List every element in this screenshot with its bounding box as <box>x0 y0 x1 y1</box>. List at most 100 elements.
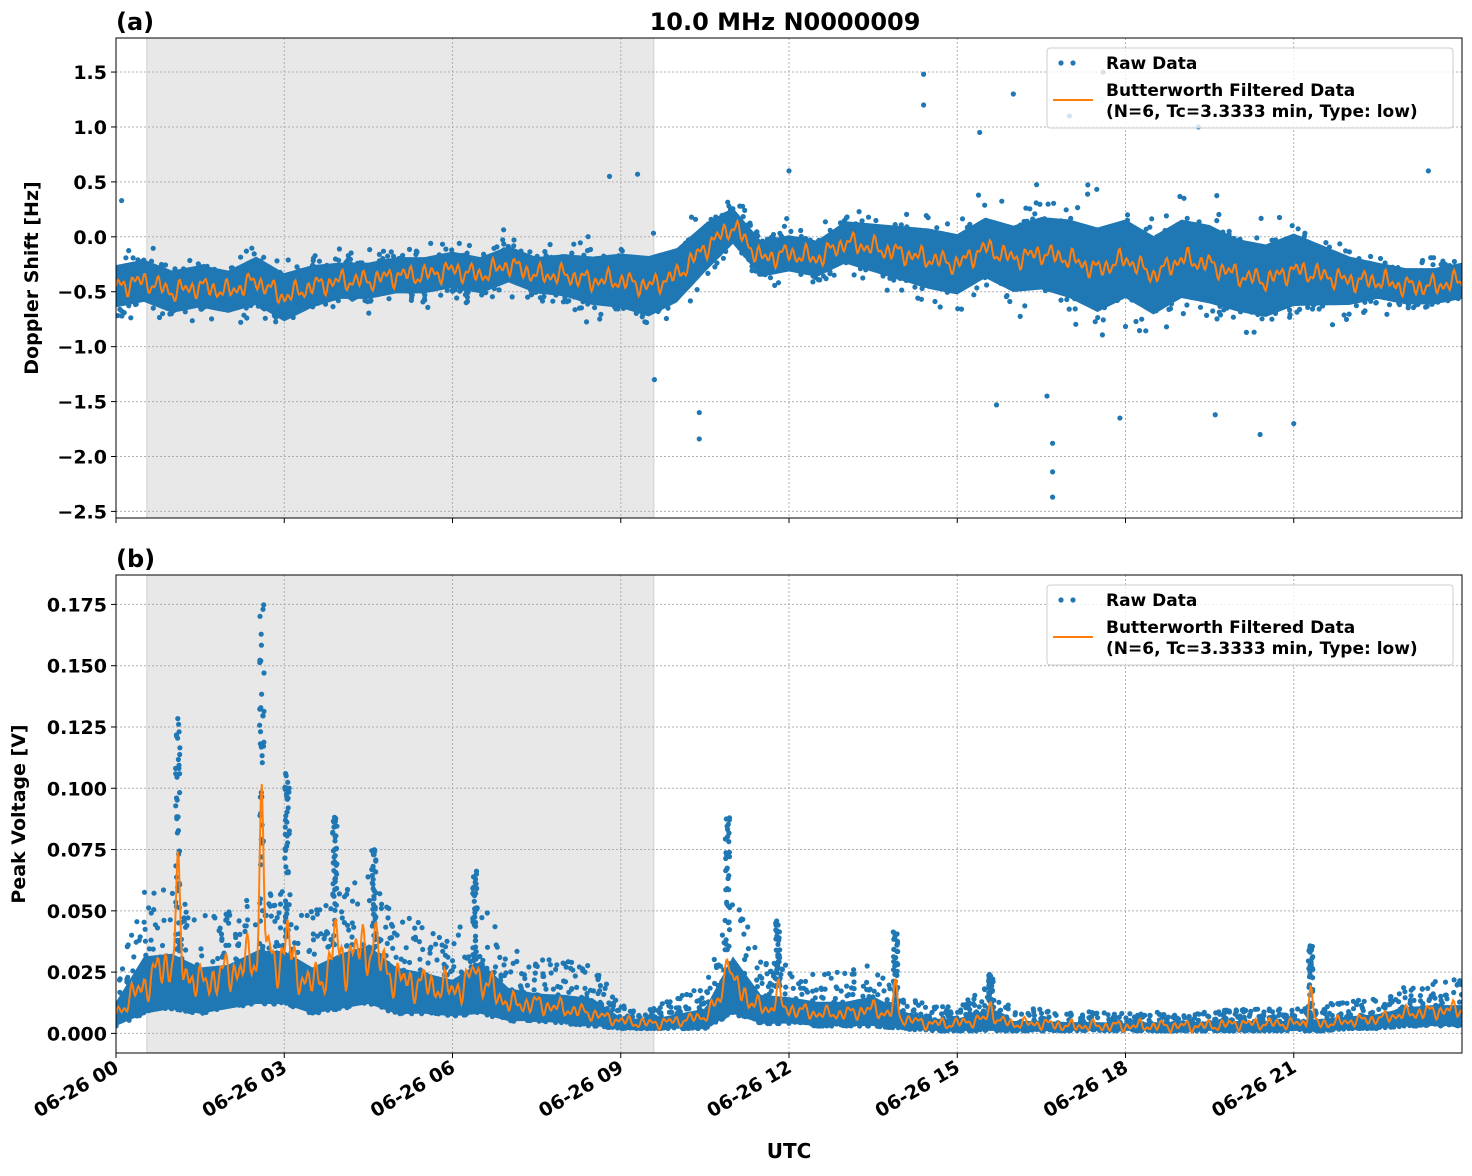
legend-filtered-params: (N=6, Tc=3.3333 min, Type: low) <box>1106 102 1418 122</box>
raw-data-point <box>340 915 345 920</box>
raw-data-point <box>549 970 554 975</box>
raw-data-point <box>274 258 279 263</box>
raw-data-point <box>651 231 656 236</box>
raw-data-point <box>1184 302 1189 307</box>
raw-data-point <box>1252 330 1257 335</box>
raw-data-point <box>1401 985 1406 990</box>
raw-data-point <box>741 932 746 937</box>
raw-data-point <box>1058 298 1063 303</box>
raw-data-point <box>810 972 815 977</box>
raw-data-point <box>233 935 238 940</box>
raw-data-point <box>1337 241 1342 246</box>
raw-data-point <box>464 300 469 305</box>
raw-data-point <box>125 975 130 980</box>
raw-data-point <box>1143 328 1148 333</box>
raw-data-point <box>852 971 857 976</box>
raw-data-point <box>385 254 390 259</box>
raw-data-point <box>386 296 391 301</box>
raw-data-point <box>318 931 323 936</box>
raw-data-point <box>554 962 559 967</box>
raw-data-point <box>1064 207 1069 212</box>
raw-data-point <box>134 940 139 945</box>
raw-data-point <box>1244 330 1249 335</box>
raw-data-point <box>816 277 821 282</box>
raw-data-point <box>938 304 943 309</box>
raw-data-point <box>1368 254 1373 259</box>
raw-data-point <box>1403 995 1408 1000</box>
raw-data-point <box>784 216 789 221</box>
raw-data-point <box>210 959 215 964</box>
raw-data-point <box>458 924 463 929</box>
raw-data-point <box>631 1010 636 1015</box>
raw-data-point <box>553 967 558 972</box>
raw-data-point <box>1420 1001 1425 1006</box>
raw-data-point <box>237 932 242 937</box>
raw-data-point <box>508 969 513 974</box>
raw-data-point <box>529 292 534 297</box>
raw-data-point <box>151 246 156 251</box>
raw-data-point <box>1085 192 1090 197</box>
raw-data-point <box>497 287 502 292</box>
raw-data-point <box>691 988 696 993</box>
raw-data-point <box>1085 182 1090 187</box>
raw-data-point <box>1411 305 1416 310</box>
raw-data-point <box>367 898 372 903</box>
raw-data-point <box>610 994 615 999</box>
raw-data-point <box>274 940 279 945</box>
raw-data-point <box>238 320 243 325</box>
raw-data-point <box>912 285 917 290</box>
raw-data-point <box>822 972 827 977</box>
raw-data-point <box>294 264 299 269</box>
raw-data-point <box>740 917 745 922</box>
raw-data-point <box>160 943 165 948</box>
raw-data-point <box>1227 229 1232 234</box>
raw-data-point <box>755 965 760 970</box>
legend-filtered-label: Butterworth Filtered Data <box>1106 81 1355 101</box>
raw-data-point <box>851 979 856 984</box>
raw-data-point <box>976 193 981 198</box>
raw-data-point <box>1430 262 1435 267</box>
raw-data-point <box>1119 1011 1124 1016</box>
raw-data-outlier <box>635 172 640 177</box>
raw-data-point <box>1432 996 1437 1001</box>
raw-data-outlier <box>1050 469 1055 474</box>
raw-data-point <box>1255 1007 1260 1012</box>
raw-data-point <box>1202 1010 1207 1015</box>
raw-data-point <box>151 306 156 311</box>
raw-data-point <box>495 945 500 950</box>
raw-data-point <box>366 311 371 316</box>
raw-data-point <box>959 307 964 312</box>
raw-data-point <box>783 963 788 968</box>
raw-data-point <box>1384 312 1389 317</box>
raw-data-point <box>143 939 148 944</box>
raw-data-point <box>1204 313 1209 318</box>
raw-data-point <box>1022 303 1027 308</box>
raw-data-point <box>287 892 292 897</box>
raw-data-point <box>730 902 735 907</box>
raw-data-point <box>278 902 283 907</box>
raw-data-point <box>219 932 224 937</box>
raw-data-point <box>1254 235 1259 240</box>
raw-data-point <box>268 893 273 898</box>
raw-data-point <box>209 316 214 321</box>
raw-data-point <box>1073 306 1078 311</box>
raw-data-outlier <box>652 377 657 382</box>
raw-data-point <box>1259 316 1264 321</box>
raw-data-point <box>788 229 793 234</box>
raw-data-point <box>706 975 711 980</box>
raw-data-point <box>161 887 166 892</box>
raw-data-point <box>407 960 412 965</box>
raw-data-point <box>571 242 576 247</box>
raw-data-point <box>945 221 950 226</box>
raw-data-point <box>269 914 274 919</box>
raw-data-point <box>1094 187 1099 192</box>
raw-data-point <box>1443 980 1448 985</box>
raw-data-point <box>501 227 506 232</box>
y-tick-label: 0.0 <box>73 227 107 249</box>
raw-data-point <box>1310 306 1315 311</box>
raw-data-point <box>1277 215 1282 220</box>
raw-data-point <box>317 259 322 264</box>
raw-data-point <box>885 997 890 1002</box>
raw-data-outlier <box>994 402 999 407</box>
raw-data-point <box>1148 1013 1153 1018</box>
